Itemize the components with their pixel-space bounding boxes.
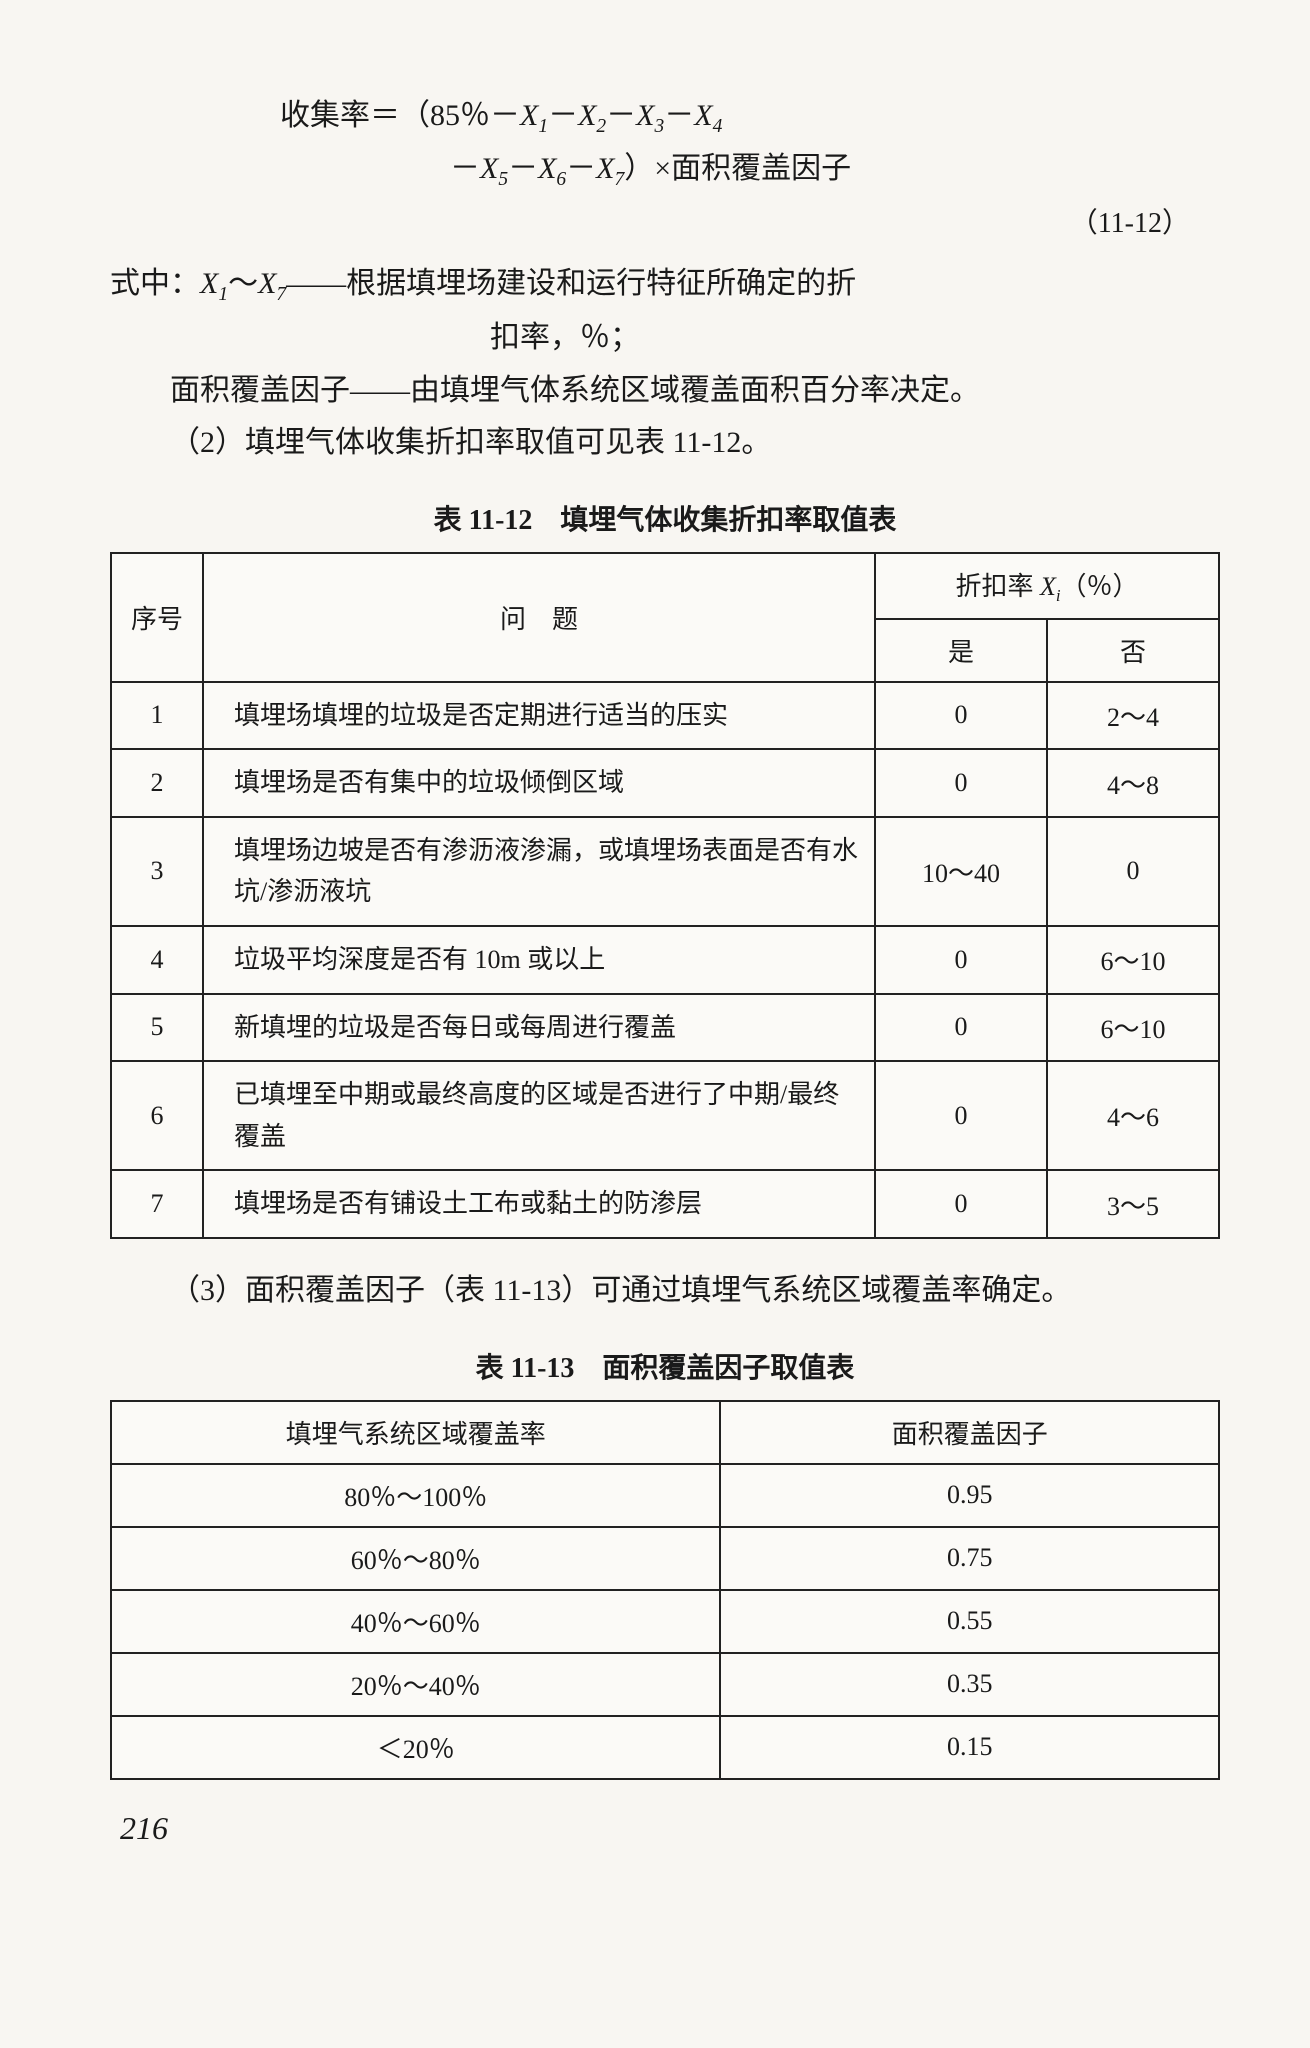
formula-line-1: 收集率＝（85％－X1－X2－X3－X4 bbox=[110, 90, 1220, 143]
table-row: 2填埋场是否有集中的垃圾倾倒区域04～8 bbox=[111, 749, 1219, 817]
definition-line-1b: 扣率，％； bbox=[110, 312, 1220, 365]
cell-factor: 0.15 bbox=[720, 1716, 1219, 1779]
equation-number: （11-12） bbox=[110, 200, 1220, 248]
definition-line-1: 式中：X1～X7——根据填埋场建设和运行特征所确定的折 bbox=[110, 258, 1220, 312]
var-x3: X3 bbox=[636, 99, 664, 132]
cell-question: 垃圾平均深度是否有 10m 或以上 bbox=[203, 926, 875, 994]
cell-yes: 10～40 bbox=[875, 817, 1047, 926]
table-11-13-title: 表 11-13 面积覆盖因子取值表 bbox=[110, 1346, 1220, 1386]
formula-tail: ）×面积覆盖因子 bbox=[624, 152, 851, 185]
cell-yes: 0 bbox=[875, 749, 1047, 817]
table-header-row: 序号 问 题 折扣率 Xi（％） bbox=[111, 553, 1219, 619]
document-page: 收集率＝（85％－X1－X2－X3－X4 －X5－X6－X7）×面积覆盖因子 （… bbox=[0, 0, 1310, 2048]
var-x4: X4 bbox=[694, 99, 722, 132]
table-row: ＜20％0.15 bbox=[111, 1716, 1219, 1779]
table-row: 80％～100％0.95 bbox=[111, 1464, 1219, 1527]
cell-coverage: ＜20％ bbox=[111, 1716, 720, 1779]
formula-block: 收集率＝（85％－X1－X2－X3－X4 －X5－X6－X7）×面积覆盖因子 （… bbox=[110, 90, 1220, 248]
cell-seq: 7 bbox=[111, 1170, 203, 1238]
col-seq: 序号 bbox=[111, 553, 203, 682]
cell-seq: 1 bbox=[111, 682, 203, 750]
cell-yes: 0 bbox=[875, 926, 1047, 994]
cell-no: 2～4 bbox=[1047, 682, 1219, 750]
cell-yes: 0 bbox=[875, 682, 1047, 750]
col-factor: 面积覆盖因子 bbox=[720, 1401, 1219, 1464]
cell-seq: 2 bbox=[111, 749, 203, 817]
var-x5: X5 bbox=[480, 152, 508, 185]
table-11-12-title: 表 11-12 填埋气体收集折扣率取值表 bbox=[110, 498, 1220, 538]
cell-question: 填埋场填埋的垃圾是否定期进行适当的压实 bbox=[203, 682, 875, 750]
cell-seq: 3 bbox=[111, 817, 203, 926]
col-discount: 折扣率 Xi（％） bbox=[875, 553, 1219, 619]
cell-question: 填埋场是否有集中的垃圾倾倒区域 bbox=[203, 749, 875, 817]
table-row: 60％～80％0.75 bbox=[111, 1527, 1219, 1590]
cell-no: 4～8 bbox=[1047, 749, 1219, 817]
table-row: 5新填埋的垃圾是否每日或每周进行覆盖06～10 bbox=[111, 994, 1219, 1062]
var-x1: X1 bbox=[520, 99, 548, 132]
cell-no: 6～10 bbox=[1047, 994, 1219, 1062]
table-11-12: 序号 问 题 折扣率 Xi（％） 是 否 1填埋场填埋的垃圾是否定期进行适当的压… bbox=[110, 552, 1220, 1240]
paragraph-3: （3）面积覆盖因子（表 11-13）可通过填埋气系统区域覆盖率确定。 bbox=[110, 1265, 1220, 1318]
cell-question: 填埋场是否有铺设土工布或黏土的防渗层 bbox=[203, 1170, 875, 1238]
formula-text: 收集率＝（85％－ bbox=[280, 99, 520, 132]
cell-factor: 0.75 bbox=[720, 1527, 1219, 1590]
cell-yes: 0 bbox=[875, 1170, 1047, 1238]
cell-question: 填埋场边坡是否有渗沥液渗漏，或填埋场表面是否有水坑/渗沥液坑 bbox=[203, 817, 875, 926]
cell-coverage: 60％～80％ bbox=[111, 1527, 720, 1590]
table-row: 4垃圾平均深度是否有 10m 或以上06～10 bbox=[111, 926, 1219, 994]
table-row: 1填埋场填埋的垃圾是否定期进行适当的压实02～4 bbox=[111, 682, 1219, 750]
definition-line-2: 面积覆盖因子——由填埋气体系统区域覆盖面积百分率决定。 bbox=[110, 365, 1220, 418]
formula-line-2: －X5－X6－X7）×面积覆盖因子 bbox=[110, 143, 1220, 196]
cell-seq: 4 bbox=[111, 926, 203, 994]
page-number: 216 bbox=[110, 1810, 1220, 1847]
col-no: 否 bbox=[1047, 619, 1219, 682]
cell-coverage: 80％～100％ bbox=[111, 1464, 720, 1527]
cell-yes: 0 bbox=[875, 1061, 1047, 1170]
cell-no: 0 bbox=[1047, 817, 1219, 926]
col-yes: 是 bbox=[875, 619, 1047, 682]
table-row: 7填埋场是否有铺设土工布或黏土的防渗层03～5 bbox=[111, 1170, 1219, 1238]
cell-seq: 6 bbox=[111, 1061, 203, 1170]
table-header-row: 填埋气系统区域覆盖率 面积覆盖因子 bbox=[111, 1401, 1219, 1464]
cell-no: 6～10 bbox=[1047, 926, 1219, 994]
table-11-13: 填埋气系统区域覆盖率 面积覆盖因子 80％～100％0.9560％～80％0.7… bbox=[110, 1400, 1220, 1780]
cell-question: 已填埋至中期或最终高度的区域是否进行了中期/最终覆盖 bbox=[203, 1061, 875, 1170]
cell-no: 3～5 bbox=[1047, 1170, 1219, 1238]
var-x7: X7 bbox=[596, 152, 624, 185]
col-coverage: 填埋气系统区域覆盖率 bbox=[111, 1401, 720, 1464]
paragraph-2: （2）填埋气体收集折扣率取值可见表 11-12。 bbox=[110, 417, 1220, 470]
cell-question: 新填埋的垃圾是否每日或每周进行覆盖 bbox=[203, 994, 875, 1062]
cell-factor: 0.35 bbox=[720, 1653, 1219, 1716]
var-x6: X6 bbox=[538, 152, 566, 185]
cell-coverage: 20％～40％ bbox=[111, 1653, 720, 1716]
cell-yes: 0 bbox=[875, 994, 1047, 1062]
cell-seq: 5 bbox=[111, 994, 203, 1062]
table-row: 20％～40％0.35 bbox=[111, 1653, 1219, 1716]
var-x2: X2 bbox=[578, 99, 606, 132]
cell-no: 4～6 bbox=[1047, 1061, 1219, 1170]
cell-factor: 0.55 bbox=[720, 1590, 1219, 1653]
table-row: 40％～60％0.55 bbox=[111, 1590, 1219, 1653]
table-row: 6已填埋至中期或最终高度的区域是否进行了中期/最终覆盖04～6 bbox=[111, 1061, 1219, 1170]
col-question: 问 题 bbox=[203, 553, 875, 682]
table-row: 3填埋场边坡是否有渗沥液渗漏，或填埋场表面是否有水坑/渗沥液坑10～400 bbox=[111, 817, 1219, 926]
cell-coverage: 40％～60％ bbox=[111, 1590, 720, 1653]
cell-factor: 0.95 bbox=[720, 1464, 1219, 1527]
